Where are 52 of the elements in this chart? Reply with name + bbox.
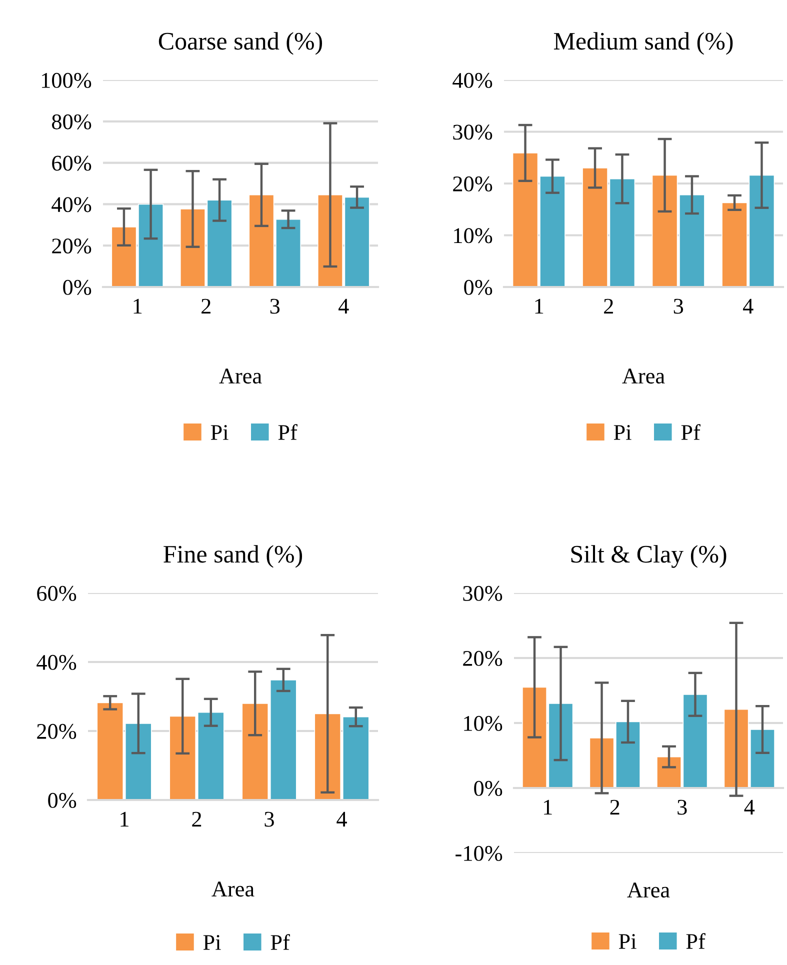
x-tick-label: 1 — [544, 800, 552, 815]
y-tick-label: 20% — [463, 650, 502, 666]
y-tick-label: 0% — [464, 280, 492, 295]
y-tick-label: 10% — [464, 716, 502, 731]
x-axis-title: Area — [212, 882, 254, 897]
x-tick-label: 1 — [120, 812, 128, 827]
chart-title: Silt & Clay (%) — [571, 545, 726, 568]
legend-label: Pf — [686, 933, 706, 949]
y-tick-label: 20% — [453, 176, 492, 192]
chart-title: Fine sand (%) — [164, 545, 302, 568]
x-tick-label: 3 — [270, 298, 280, 314]
x-tick-label: 3 — [678, 800, 687, 815]
x-tick-label: 3 — [264, 812, 274, 827]
y-tick-label: 80% — [52, 114, 92, 130]
x-axis-title: Area — [219, 368, 262, 384]
y-tick-label: 0% — [474, 780, 502, 796]
x-tick-label: 4 — [336, 812, 347, 827]
x-tick-label: 4 — [338, 298, 349, 314]
y-tick-label: -10% — [456, 846, 502, 861]
y-tick-label: 20% — [37, 724, 76, 739]
legend-label: Pi — [210, 425, 228, 440]
y-tick-label: 100% — [42, 72, 92, 88]
x-tick-label: 2 — [610, 800, 620, 815]
y-tick-label: 10% — [454, 228, 492, 244]
y-tick-label: 60% — [52, 156, 92, 171]
y-tick-label: 0% — [48, 792, 76, 808]
x-tick-label: 4 — [744, 800, 755, 815]
legend-label: Pf — [278, 424, 298, 440]
legend-label: Pi — [614, 425, 632, 440]
legend-label: Pf — [270, 934, 290, 950]
x-tick-label: 4 — [743, 298, 754, 314]
x-axis-title: Area — [627, 882, 670, 898]
chart-title: Medium sand (%) — [554, 32, 733, 55]
x-axis-title: Area — [622, 368, 665, 384]
y-tick-label: 20% — [52, 238, 92, 254]
x-tick-label: 2 — [192, 812, 202, 827]
chart-title: Coarse sand (%) — [158, 32, 322, 55]
y-tick-label: 40% — [36, 654, 76, 670]
x-tick-label: 1 — [134, 298, 142, 314]
legend-label: Pi — [618, 934, 636, 949]
y-tick-label: 40% — [52, 197, 92, 212]
y-tick-label: 30% — [463, 586, 502, 601]
x-tick-label: 2 — [202, 298, 210, 314]
y-tick-label: 30% — [453, 124, 492, 140]
x-tick-label: 3 — [674, 298, 684, 314]
y-tick-label: 60% — [37, 586, 76, 601]
legend-label: Pi — [203, 935, 221, 950]
y-tick-label: 0% — [63, 280, 92, 295]
x-tick-label: 1 — [535, 298, 544, 314]
legend-label: Pf — [681, 424, 700, 440]
y-tick-label: 40% — [452, 72, 492, 88]
x-tick-label: 2 — [604, 298, 613, 314]
